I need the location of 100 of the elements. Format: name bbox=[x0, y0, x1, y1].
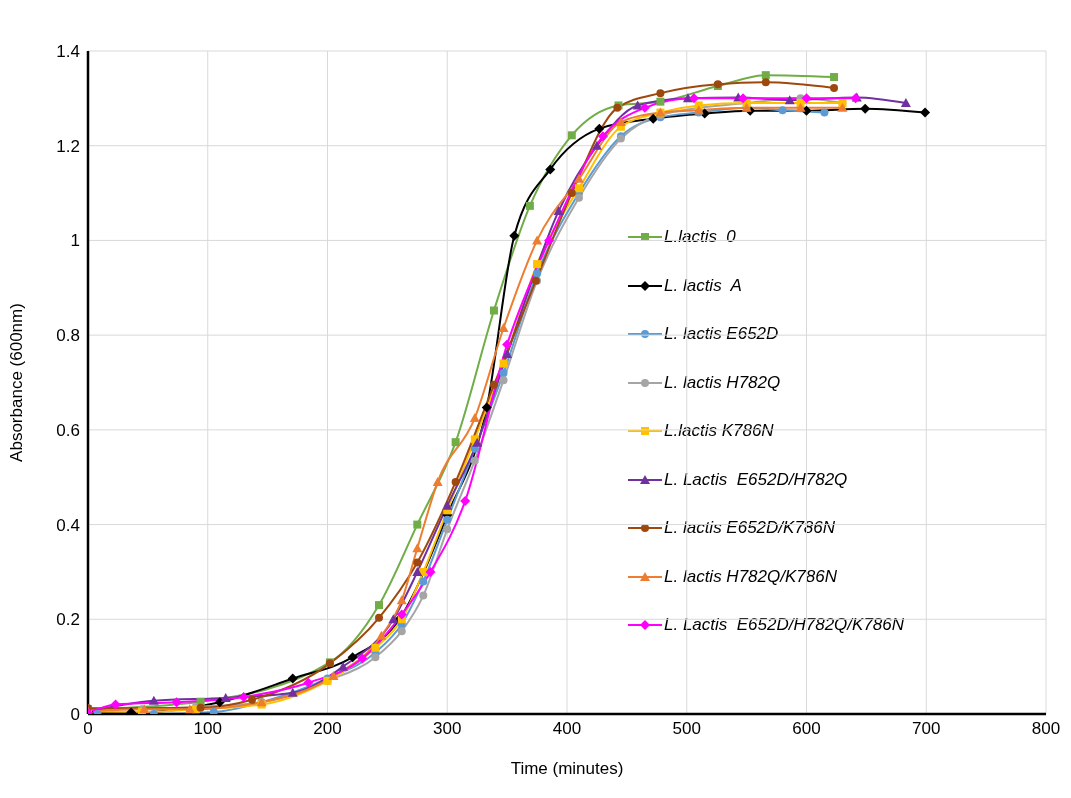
point bbox=[920, 107, 931, 118]
point bbox=[830, 73, 839, 82]
point bbox=[397, 627, 406, 636]
point bbox=[594, 123, 605, 134]
point bbox=[238, 691, 249, 702]
point bbox=[481, 402, 492, 413]
point bbox=[374, 613, 383, 622]
point bbox=[532, 235, 543, 245]
legend-label: L.lactis K786N bbox=[664, 421, 774, 442]
point bbox=[574, 193, 583, 202]
point bbox=[472, 437, 483, 447]
point bbox=[900, 98, 911, 108]
point bbox=[184, 704, 195, 714]
point bbox=[502, 339, 513, 350]
point bbox=[371, 653, 380, 662]
x-tick-label: 100 bbox=[193, 719, 222, 739]
point bbox=[533, 269, 542, 278]
point bbox=[567, 189, 576, 198]
point bbox=[196, 703, 205, 712]
point bbox=[489, 306, 498, 315]
point bbox=[469, 413, 480, 423]
y-tick-label: 1.2 bbox=[56, 136, 80, 156]
point bbox=[451, 438, 460, 447]
point bbox=[470, 456, 479, 465]
point bbox=[801, 93, 812, 104]
point bbox=[396, 595, 407, 605]
y-tick-label: 0.8 bbox=[56, 326, 80, 346]
point bbox=[778, 106, 787, 115]
point bbox=[688, 93, 699, 104]
point bbox=[761, 78, 770, 87]
point bbox=[784, 95, 795, 105]
point bbox=[442, 500, 453, 510]
point bbox=[419, 591, 428, 600]
point bbox=[525, 201, 534, 210]
point bbox=[376, 630, 387, 640]
point bbox=[248, 695, 257, 704]
point bbox=[544, 235, 555, 246]
point bbox=[432, 476, 443, 486]
point bbox=[533, 260, 542, 269]
point bbox=[639, 102, 650, 113]
legend-label: L. lactis A bbox=[664, 275, 742, 296]
point bbox=[412, 566, 423, 576]
y-tick-label: 1.4 bbox=[56, 42, 80, 62]
point bbox=[443, 525, 452, 534]
point bbox=[499, 376, 508, 385]
point bbox=[425, 566, 436, 577]
point bbox=[413, 520, 422, 529]
point bbox=[328, 671, 339, 681]
point bbox=[591, 140, 602, 150]
point bbox=[509, 230, 520, 241]
x-tick-label: 500 bbox=[672, 719, 701, 739]
legend-label: L. lactis E652D/K786N bbox=[664, 518, 836, 539]
y-tick-label: 0.6 bbox=[56, 420, 80, 440]
legend-label: L.lactis 0 bbox=[664, 227, 736, 248]
point bbox=[303, 677, 314, 688]
y-axis-title: Absorbance (600nm) bbox=[7, 303, 27, 462]
point bbox=[139, 704, 150, 714]
point bbox=[761, 71, 770, 80]
point bbox=[830, 83, 839, 92]
point bbox=[837, 102, 848, 112]
point bbox=[287, 687, 298, 697]
point bbox=[338, 661, 349, 671]
x-tick-label: 200 bbox=[313, 719, 342, 739]
point bbox=[656, 97, 665, 106]
point bbox=[573, 173, 584, 183]
point bbox=[388, 614, 399, 624]
point bbox=[545, 164, 556, 175]
point bbox=[499, 359, 508, 368]
point bbox=[460, 495, 471, 506]
point bbox=[648, 113, 659, 124]
point bbox=[499, 369, 508, 378]
point bbox=[738, 93, 749, 104]
point bbox=[489, 380, 498, 389]
legend-label: L. lactis H782Q/K786N bbox=[664, 566, 837, 587]
legend-label: L. lactis E652D bbox=[664, 324, 779, 345]
point bbox=[413, 558, 422, 567]
point bbox=[656, 89, 665, 98]
point bbox=[574, 184, 583, 193]
point bbox=[419, 577, 428, 586]
point bbox=[443, 515, 452, 524]
point bbox=[412, 543, 423, 553]
point bbox=[148, 695, 159, 705]
legend-label: L. lactis H782Q bbox=[664, 372, 781, 393]
point bbox=[371, 643, 380, 652]
point bbox=[451, 477, 460, 486]
point bbox=[597, 131, 608, 142]
legend-label: L. Lactis E652D/H782Q bbox=[664, 469, 848, 490]
point bbox=[171, 697, 182, 708]
point bbox=[214, 697, 225, 708]
point bbox=[347, 652, 358, 663]
point bbox=[615, 117, 626, 127]
x-tick-label: 0 bbox=[83, 719, 93, 739]
y-tick-label: 0.2 bbox=[56, 610, 80, 630]
point bbox=[567, 131, 576, 140]
point bbox=[357, 653, 368, 664]
point bbox=[820, 108, 829, 117]
y-tick-label: 0.4 bbox=[56, 515, 80, 535]
point bbox=[110, 699, 121, 710]
x-tick-label: 700 bbox=[912, 719, 941, 739]
point bbox=[287, 673, 298, 684]
